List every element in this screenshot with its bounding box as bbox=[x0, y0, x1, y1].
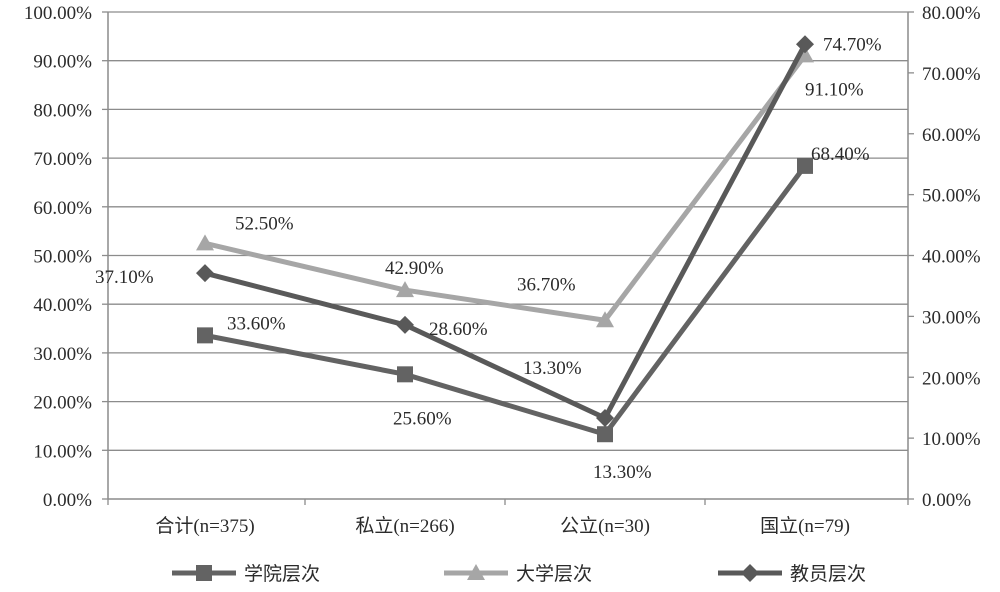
series-faculty-level-point bbox=[396, 315, 414, 334]
y-left-tick-label: 90.00% bbox=[33, 52, 92, 73]
legend-swatch-marker bbox=[467, 564, 485, 580]
y-left-tick-label: 40.00% bbox=[33, 295, 92, 316]
data-label: 42.90% bbox=[385, 258, 444, 279]
series-university-level-point bbox=[596, 311, 614, 328]
series-faculty-level-point bbox=[596, 409, 614, 428]
y-right-tick-label: 60.00% bbox=[922, 125, 981, 146]
data-label: 13.30% bbox=[593, 462, 652, 483]
data-label: 36.70% bbox=[517, 274, 576, 295]
x-category-label: 合计(n=375) bbox=[155, 515, 254, 537]
tick-labels: 0.00% 10.00% 20.00% 30.00% 40.00% 50.00% 60.00… bbox=[24, 3, 981, 537]
y-left-tick-label: 50.00% bbox=[33, 247, 92, 268]
series-faculty-level-point bbox=[196, 264, 214, 283]
series-university-level-point bbox=[796, 46, 814, 63]
data-label: 13.30% bbox=[523, 358, 582, 379]
y-right-tick-label: 20.00% bbox=[922, 368, 981, 389]
legend-item: 学院层次 bbox=[172, 563, 320, 585]
y-right-tick-label: 50.00% bbox=[922, 186, 981, 207]
y-left-tick-label: 10.00% bbox=[33, 441, 92, 462]
legend-label: 学院层次 bbox=[244, 563, 320, 585]
series-academy-level-point bbox=[197, 327, 213, 344]
legend-swatch-marker bbox=[741, 564, 759, 582]
series-academy-level-point bbox=[397, 366, 413, 383]
series-academy-level-line bbox=[204, 164, 808, 438]
legend-label: 教员层次 bbox=[790, 563, 866, 585]
y-left-tick-label: 30.00% bbox=[33, 344, 92, 365]
series-lines bbox=[196, 35, 814, 443]
legend-swatch-marker bbox=[196, 565, 212, 581]
series-academy-level-point bbox=[797, 157, 813, 174]
data-label: 25.60% bbox=[393, 408, 452, 429]
x-category-label: 公立(n=30) bbox=[560, 515, 650, 537]
y-left-tick-label: 0.00% bbox=[43, 490, 92, 511]
legend-label: 大学层次 bbox=[516, 563, 592, 585]
y-left-tick-label: 70.00% bbox=[33, 149, 92, 170]
legend: 学院层次 大学层次 教员层次 bbox=[172, 563, 866, 585]
y-right-tick-label: 10.00% bbox=[922, 429, 981, 450]
gridlines bbox=[108, 11, 908, 451]
axes bbox=[102, 11, 914, 505]
series-university-level-point bbox=[196, 234, 214, 251]
data-label: 91.10% bbox=[805, 79, 864, 100]
y-right-tick-label: 40.00% bbox=[922, 247, 981, 268]
data-label: 37.10% bbox=[95, 267, 154, 288]
data-label: 52.50% bbox=[235, 213, 294, 234]
series-faculty-level-point bbox=[796, 35, 814, 54]
data-label: 33.60% bbox=[227, 313, 286, 334]
series-university-level-point bbox=[396, 281, 414, 298]
data-label: 74.70% bbox=[823, 34, 882, 55]
series-faculty-level-line bbox=[204, 43, 808, 422]
legend-item: 大学层次 bbox=[444, 563, 592, 585]
x-category-label: 私立(n=266) bbox=[355, 515, 454, 537]
y-right-tick-label: 0.00% bbox=[922, 490, 971, 511]
y-right-tick-label: 70.00% bbox=[922, 64, 981, 85]
y-right-tick-label: 30.00% bbox=[922, 307, 981, 328]
data-label: 68.40% bbox=[811, 144, 870, 165]
y-right-tick-label: 80.00% bbox=[922, 3, 981, 24]
y-left-tick-label: 100.00% bbox=[24, 3, 92, 24]
y-left-tick-label: 80.00% bbox=[33, 100, 92, 121]
data-label: 28.60% bbox=[429, 319, 488, 340]
y-left-tick-label: 20.00% bbox=[33, 393, 92, 414]
y-left-tick-label: 60.00% bbox=[33, 198, 92, 219]
x-category-label: 国立(n=79) bbox=[760, 515, 850, 537]
data-labels: 33.60% 25.60% 13.30% 68.40% 52.50% 42.90% 36.7… bbox=[95, 34, 882, 483]
series-university-level-line bbox=[204, 53, 807, 323]
series-academy-level-point bbox=[597, 426, 613, 443]
legend-item: 教员层次 bbox=[718, 563, 866, 585]
